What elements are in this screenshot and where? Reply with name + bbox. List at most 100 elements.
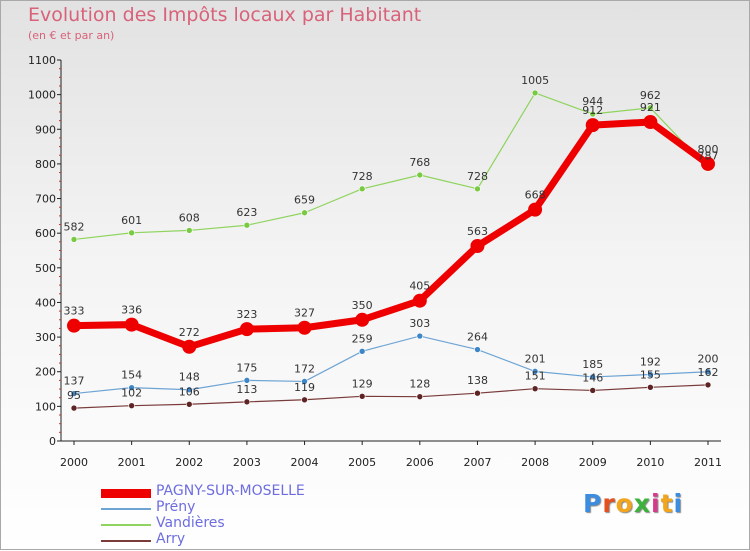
data-point <box>531 368 539 375</box>
data-point <box>531 385 539 392</box>
data-label: 582 <box>64 220 85 233</box>
data-label: 1005 <box>521 74 549 87</box>
data-label: 146 <box>582 371 603 384</box>
legend-label: Arry <box>156 531 186 547</box>
data-label: 162 <box>698 366 719 379</box>
legend-swatch <box>101 540 151 542</box>
data-point <box>531 89 539 97</box>
x-tick-label: 2007 <box>463 456 491 469</box>
legend-label: PAGNY-SUR-MOSELLE <box>156 483 305 499</box>
proxiti-logo: Proxiti <box>583 489 683 518</box>
data-label: 113 <box>236 383 257 396</box>
data-label: 944 <box>582 95 603 108</box>
data-label: 768 <box>409 156 430 169</box>
y-tick-label: 600 <box>35 227 56 240</box>
data-point <box>185 386 193 394</box>
data-point <box>70 404 78 412</box>
data-label: 154 <box>121 369 142 382</box>
data-label: 728 <box>467 170 488 183</box>
data-point <box>412 293 427 308</box>
data-point <box>243 377 251 384</box>
data-point <box>297 320 312 335</box>
data-point <box>124 317 139 332</box>
data-label: 172 <box>294 362 315 375</box>
data-point <box>67 318 81 333</box>
data-point <box>128 402 135 409</box>
data-point <box>128 384 135 391</box>
x-tick-label: 2010 <box>636 456 664 469</box>
data-point <box>185 400 193 408</box>
data-label: 327 <box>294 307 315 320</box>
y-tick-label: 200 <box>35 366 56 379</box>
data-label: 921 <box>640 101 661 114</box>
data-point <box>643 114 658 129</box>
x-tick-label: 2009 <box>579 456 607 469</box>
x-tick-label: 2006 <box>406 456 434 469</box>
data-label: 201 <box>525 352 546 365</box>
data-label: 128 <box>409 378 430 391</box>
y-tick-label: 1100 <box>28 54 56 67</box>
logo-letter: x <box>633 489 651 518</box>
logo-letter: o <box>615 489 634 518</box>
series-line <box>73 384 709 409</box>
data-point <box>416 393 424 400</box>
data-point <box>701 156 715 171</box>
series-line <box>73 335 709 395</box>
data-label: 800 <box>698 143 719 156</box>
data-point <box>70 236 78 243</box>
data-point <box>589 387 597 394</box>
data-point <box>589 373 597 381</box>
data-point <box>474 389 481 397</box>
data-label: 102 <box>121 387 142 400</box>
data-point <box>185 227 193 234</box>
legend-label: Vandières <box>156 515 225 531</box>
data-label: 151 <box>525 370 546 383</box>
data-label: 303 <box>409 317 430 330</box>
x-tick-label: 2004 <box>291 456 319 469</box>
logo-letter: r <box>602 489 616 518</box>
chart-subtitle: (en € et par an) <box>28 29 115 42</box>
legend-swatch <box>101 488 151 498</box>
logo-letter: i <box>651 489 661 518</box>
data-label: 200 <box>698 353 719 366</box>
x-tick-label: 2008 <box>521 456 549 469</box>
y-tick-label: 500 <box>35 262 56 275</box>
logo-letter: i <box>673 489 684 518</box>
y-tick-label: 400 <box>35 296 56 309</box>
logo-letter: t <box>660 489 674 518</box>
series-line <box>73 92 709 241</box>
data-label: 155 <box>640 368 661 381</box>
y-tick-label: 100 <box>35 400 56 413</box>
data-point <box>416 332 424 340</box>
y-tick-label: 700 <box>35 193 56 206</box>
data-label: 148 <box>179 371 200 384</box>
y-tick-label: 0 <box>49 435 56 448</box>
data-label: 175 <box>236 361 257 374</box>
data-point <box>474 346 481 353</box>
x-tick-label: 2000 <box>60 456 88 469</box>
data-point <box>647 384 654 391</box>
data-label: 912 <box>582 104 603 117</box>
data-label: 129 <box>352 377 373 390</box>
y-tick-label: 300 <box>35 331 56 344</box>
data-label: 333 <box>64 305 85 318</box>
x-tick-label: 2003 <box>233 456 261 469</box>
data-point <box>358 185 366 193</box>
data-point <box>301 396 308 404</box>
data-point <box>243 398 251 406</box>
data-label: 259 <box>352 332 373 345</box>
data-point <box>239 322 254 337</box>
data-label: 272 <box>179 326 200 339</box>
data-point <box>470 238 485 253</box>
data-label: 264 <box>467 331 488 344</box>
legend-label: Prény <box>156 499 196 515</box>
data-label: 787 <box>698 149 719 162</box>
data-label: 138 <box>467 374 488 387</box>
data-point <box>243 221 251 229</box>
data-point <box>585 118 600 133</box>
data-label: 962 <box>640 89 661 102</box>
data-label: 623 <box>236 206 257 219</box>
data-label: 106 <box>179 385 200 398</box>
data-point <box>70 390 78 397</box>
